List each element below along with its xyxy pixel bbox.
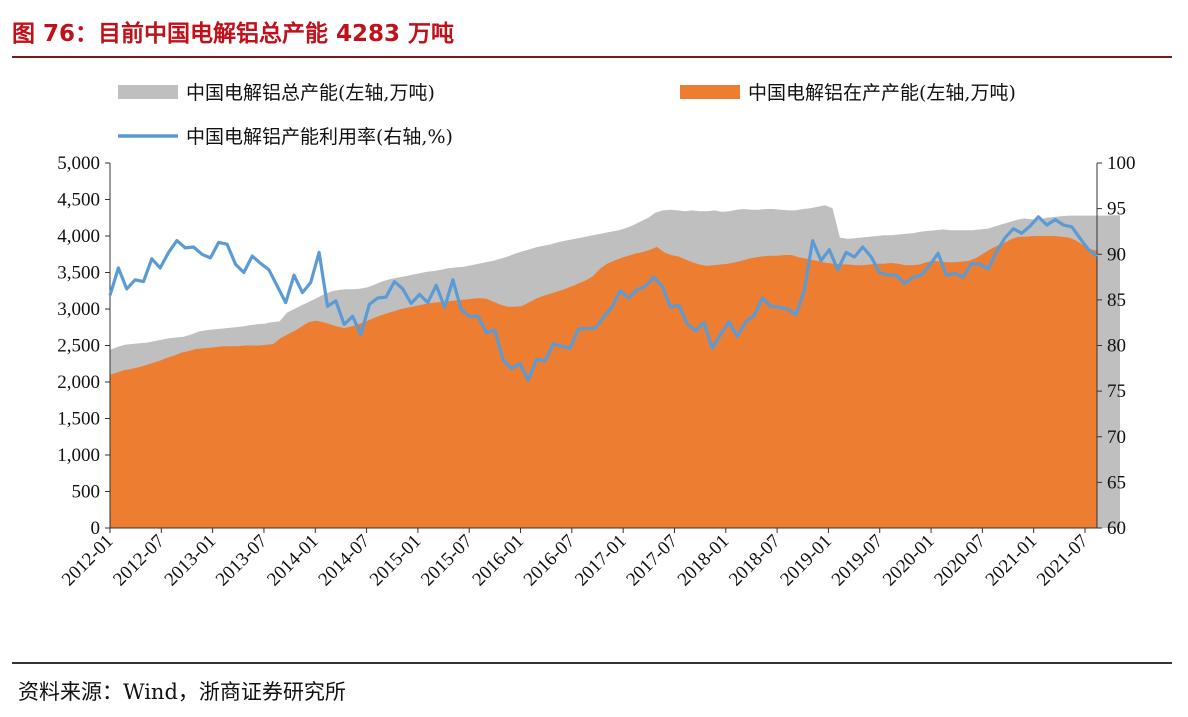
right-tick-label: 70 [1107,427,1126,448]
left-tick-label: 1,500 [57,409,100,430]
chart-areas [110,205,1120,529]
left-tick-label: 2,000 [57,372,100,393]
left-tick-label: 2,500 [57,336,100,357]
right-tick-label: 80 [1107,336,1126,357]
x-tick-label: 2016-07 [520,531,580,591]
left-tick-label: 3,500 [57,263,100,284]
x-tick-label: 2013-07 [212,531,272,591]
x-tick-label: 2020-07 [930,531,990,591]
x-tick-label: 2019-01 [776,531,836,591]
chart: 中国电解铝总产能(左轴,万吨) 中国电解铝在产产能(左轴,万吨) 中国电解铝产能利用… [57,82,1136,591]
x-tick-label: 2014-01 [263,531,323,591]
legend: 中国电解铝总产能(左轴,万吨) 中国电解铝在产产能(左轴,万吨) 中国电解铝产能利用… [118,82,1016,148]
x-tick-label: 2021-07 [1033,531,1093,591]
x-tick-label: 2015-01 [366,531,426,591]
utilization-line [108,215,1098,382]
left-tick-label: 0 [91,518,101,539]
x-tick-label: 2012-01 [58,531,118,591]
left-tick-label: 3,000 [57,299,100,320]
x-tick-label: 2021-01 [982,531,1042,591]
x-tick-label: 2017-01 [571,531,631,591]
x-tick-label: 2015-07 [417,531,477,591]
legend-label: 中国电解铝在产产能(左轴,万吨) [748,82,1016,104]
title-divider [12,56,1172,58]
x-tick-label: 2018-01 [674,531,734,591]
operating-capacity-area [110,236,1097,528]
x-tick-label: 2017-07 [622,531,682,591]
legend-label: 中国电解铝产能利用率(右轴,%) [186,126,453,148]
left-tick-label: 4,000 [57,226,100,247]
x-tick-label: 2019-07 [828,531,888,591]
source-note: 资料来源：Wind，浙商证券研究所 [18,680,346,704]
chart-line [108,215,1098,382]
left-tick-label: 1,000 [57,445,100,466]
right-tick-label: 95 [1107,199,1126,220]
footer-divider [12,662,1172,664]
x-tick-label: 2016-01 [468,531,528,591]
x-tick-label: 2012-07 [109,531,169,591]
x-tick-label: 2013-01 [161,531,221,591]
right-tick-label: 75 [1107,381,1126,402]
chart-axes [105,162,1102,533]
x-tick-label: 2020-01 [879,531,939,591]
right-tick-label: 100 [1107,153,1136,174]
legend-swatch [118,85,178,99]
right-tick-label: 60 [1107,518,1126,539]
left-tick-label: 4,500 [57,190,100,211]
chart-title: 图 76：目前中国电解铝总产能 4283 万吨 [12,21,455,47]
left-tick-label: 5,000 [57,153,100,174]
right-tick-label: 85 [1107,290,1126,311]
x-tick-label: 2014-07 [314,531,374,591]
right-tick-label: 90 [1107,244,1126,265]
left-tick-label: 500 [72,482,101,503]
x-tick-label: 2018-07 [725,531,785,591]
legend-swatch [680,85,740,99]
legend-label: 中国电解铝总产能(左轴,万吨) [186,82,435,104]
right-tick-label: 65 [1107,472,1126,493]
